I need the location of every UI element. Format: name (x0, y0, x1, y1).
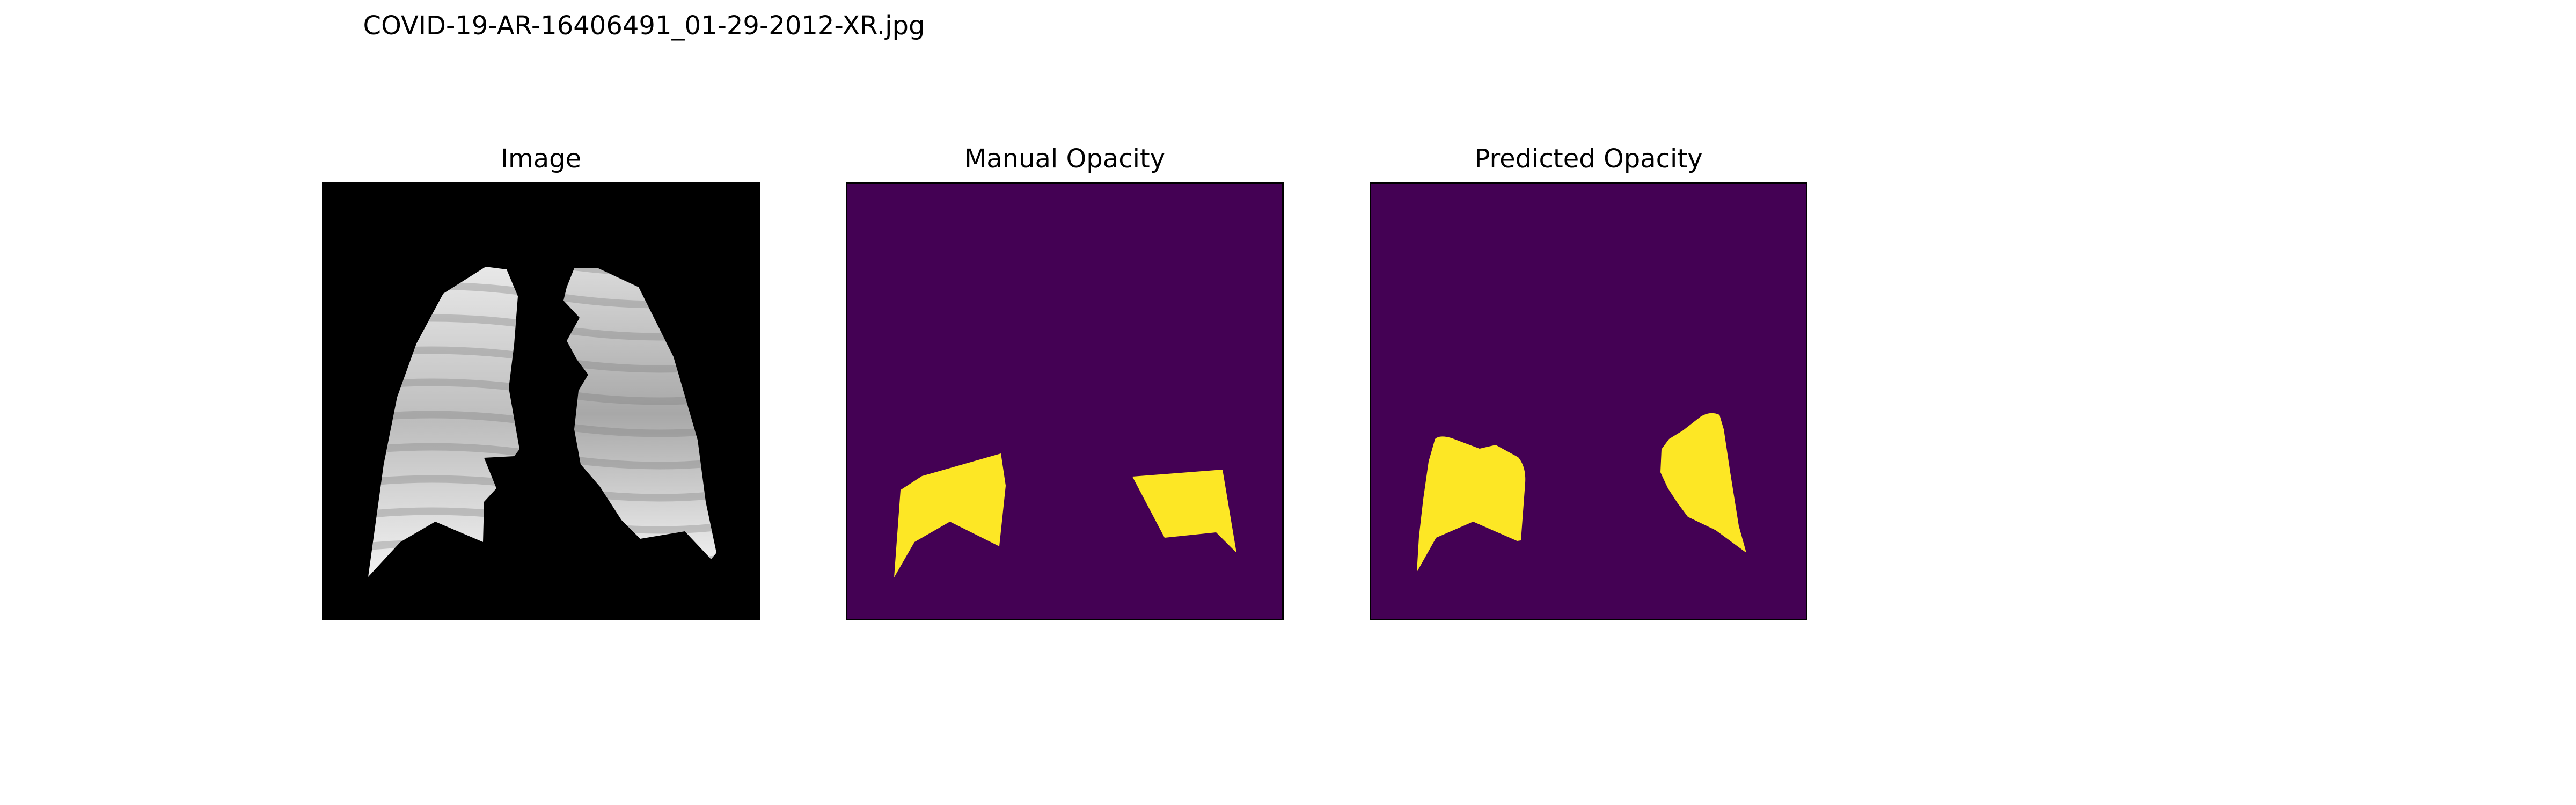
figure-title: COVID-19-AR-16406491_01-29-2012-XR.jpg (363, 11, 925, 41)
manual-opacity-left-region (894, 453, 1006, 577)
manual-opacity-frame (846, 182, 1284, 620)
left-lung-shape (368, 267, 519, 577)
manual-opacity-title: Manual Opacity (964, 144, 1166, 174)
manual-opacity-right-region (1132, 470, 1236, 553)
predicted-opacity-right-region (1660, 413, 1746, 553)
predicted-opacity-title: Predicted Opacity (1474, 144, 1703, 174)
image-frame (322, 182, 760, 620)
manual-opacity-mask (846, 182, 1284, 620)
image-panel-title: Image (500, 144, 582, 174)
predicted-opacity-panel: Predicted Opacity (1370, 144, 1807, 620)
image-panel: Image (322, 144, 760, 620)
predicted-opacity-frame (1370, 182, 1807, 620)
predicted-opacity-left-region (1417, 436, 1526, 572)
right-lung-shape (564, 268, 716, 559)
manual-opacity-panel: Manual Opacity (846, 144, 1284, 620)
xray-image (322, 182, 760, 620)
predicted-opacity-mask (1370, 182, 1807, 620)
